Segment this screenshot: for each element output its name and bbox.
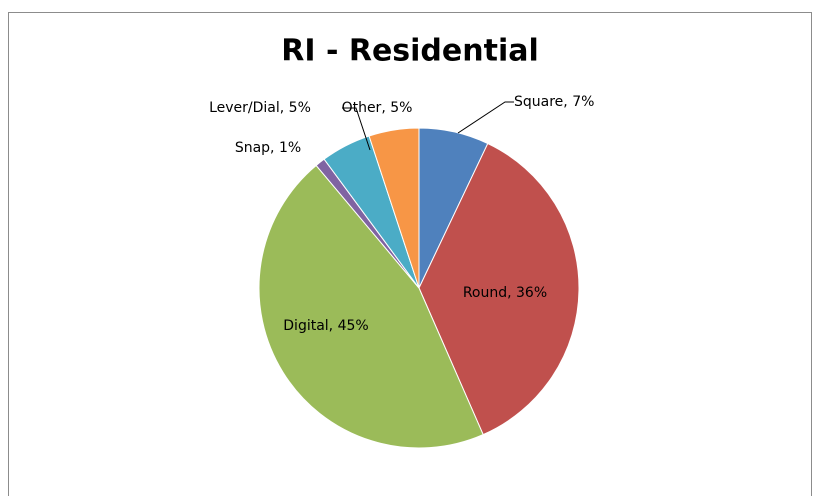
data-label: Lever/Dial, 5% (209, 100, 311, 116)
data-label: Round, 36% (463, 285, 547, 301)
data-label: Other, 5% (342, 100, 413, 116)
leader-line (342, 107, 371, 151)
data-label: Square, 7% (514, 94, 594, 110)
pie (258, 127, 580, 449)
leader-lines (342, 101, 514, 151)
pie-slice (418, 142, 580, 436)
data-label: Digital, 45% (283, 318, 368, 334)
chart-title: RI - Residential (281, 34, 539, 69)
pie-slice (258, 164, 484, 449)
data-label: Snap, 1% (235, 140, 301, 156)
leader-line (457, 101, 514, 134)
pie-slice (368, 127, 420, 289)
